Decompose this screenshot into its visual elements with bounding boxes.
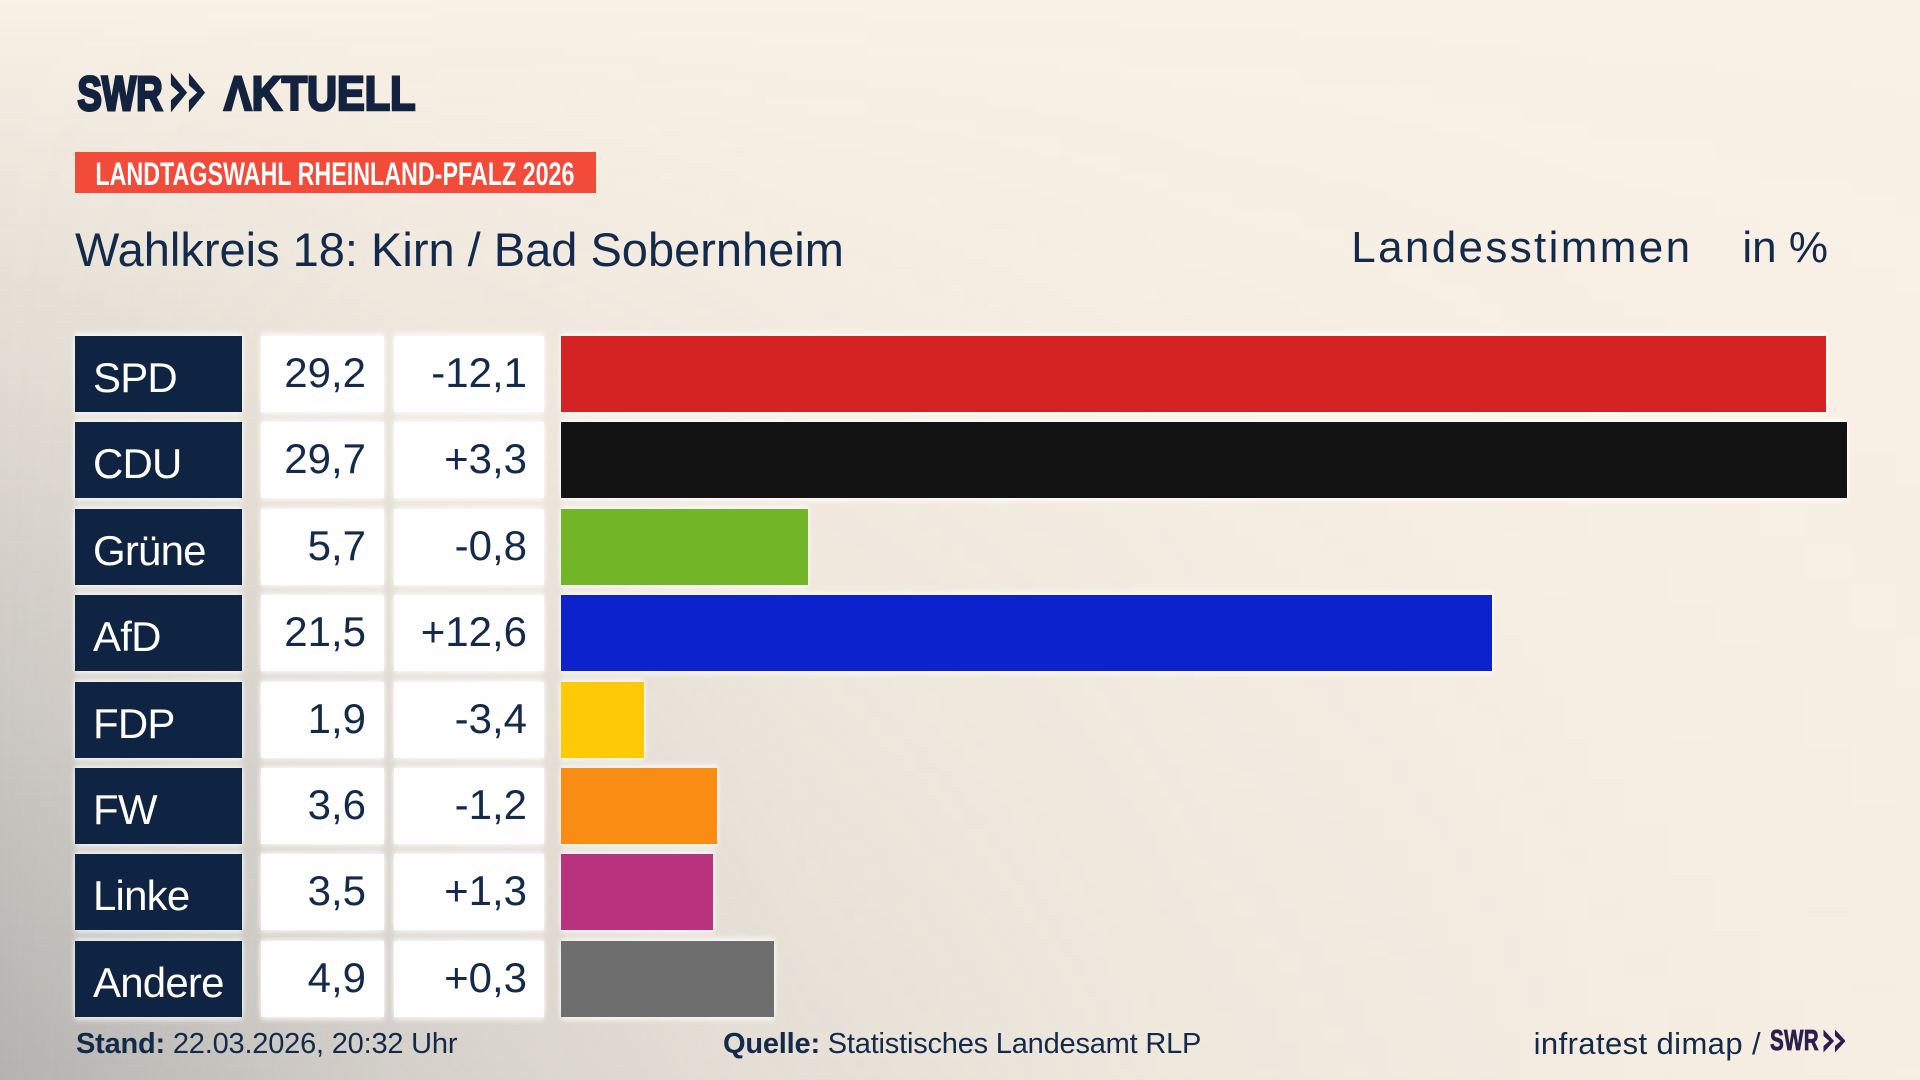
svg-text:ΛKTUELL: ΛKTUELL <box>224 70 416 118</box>
svg-text:SWR: SWR <box>1770 1028 1819 1055</box>
svg-text:SWR: SWR <box>78 70 163 118</box>
